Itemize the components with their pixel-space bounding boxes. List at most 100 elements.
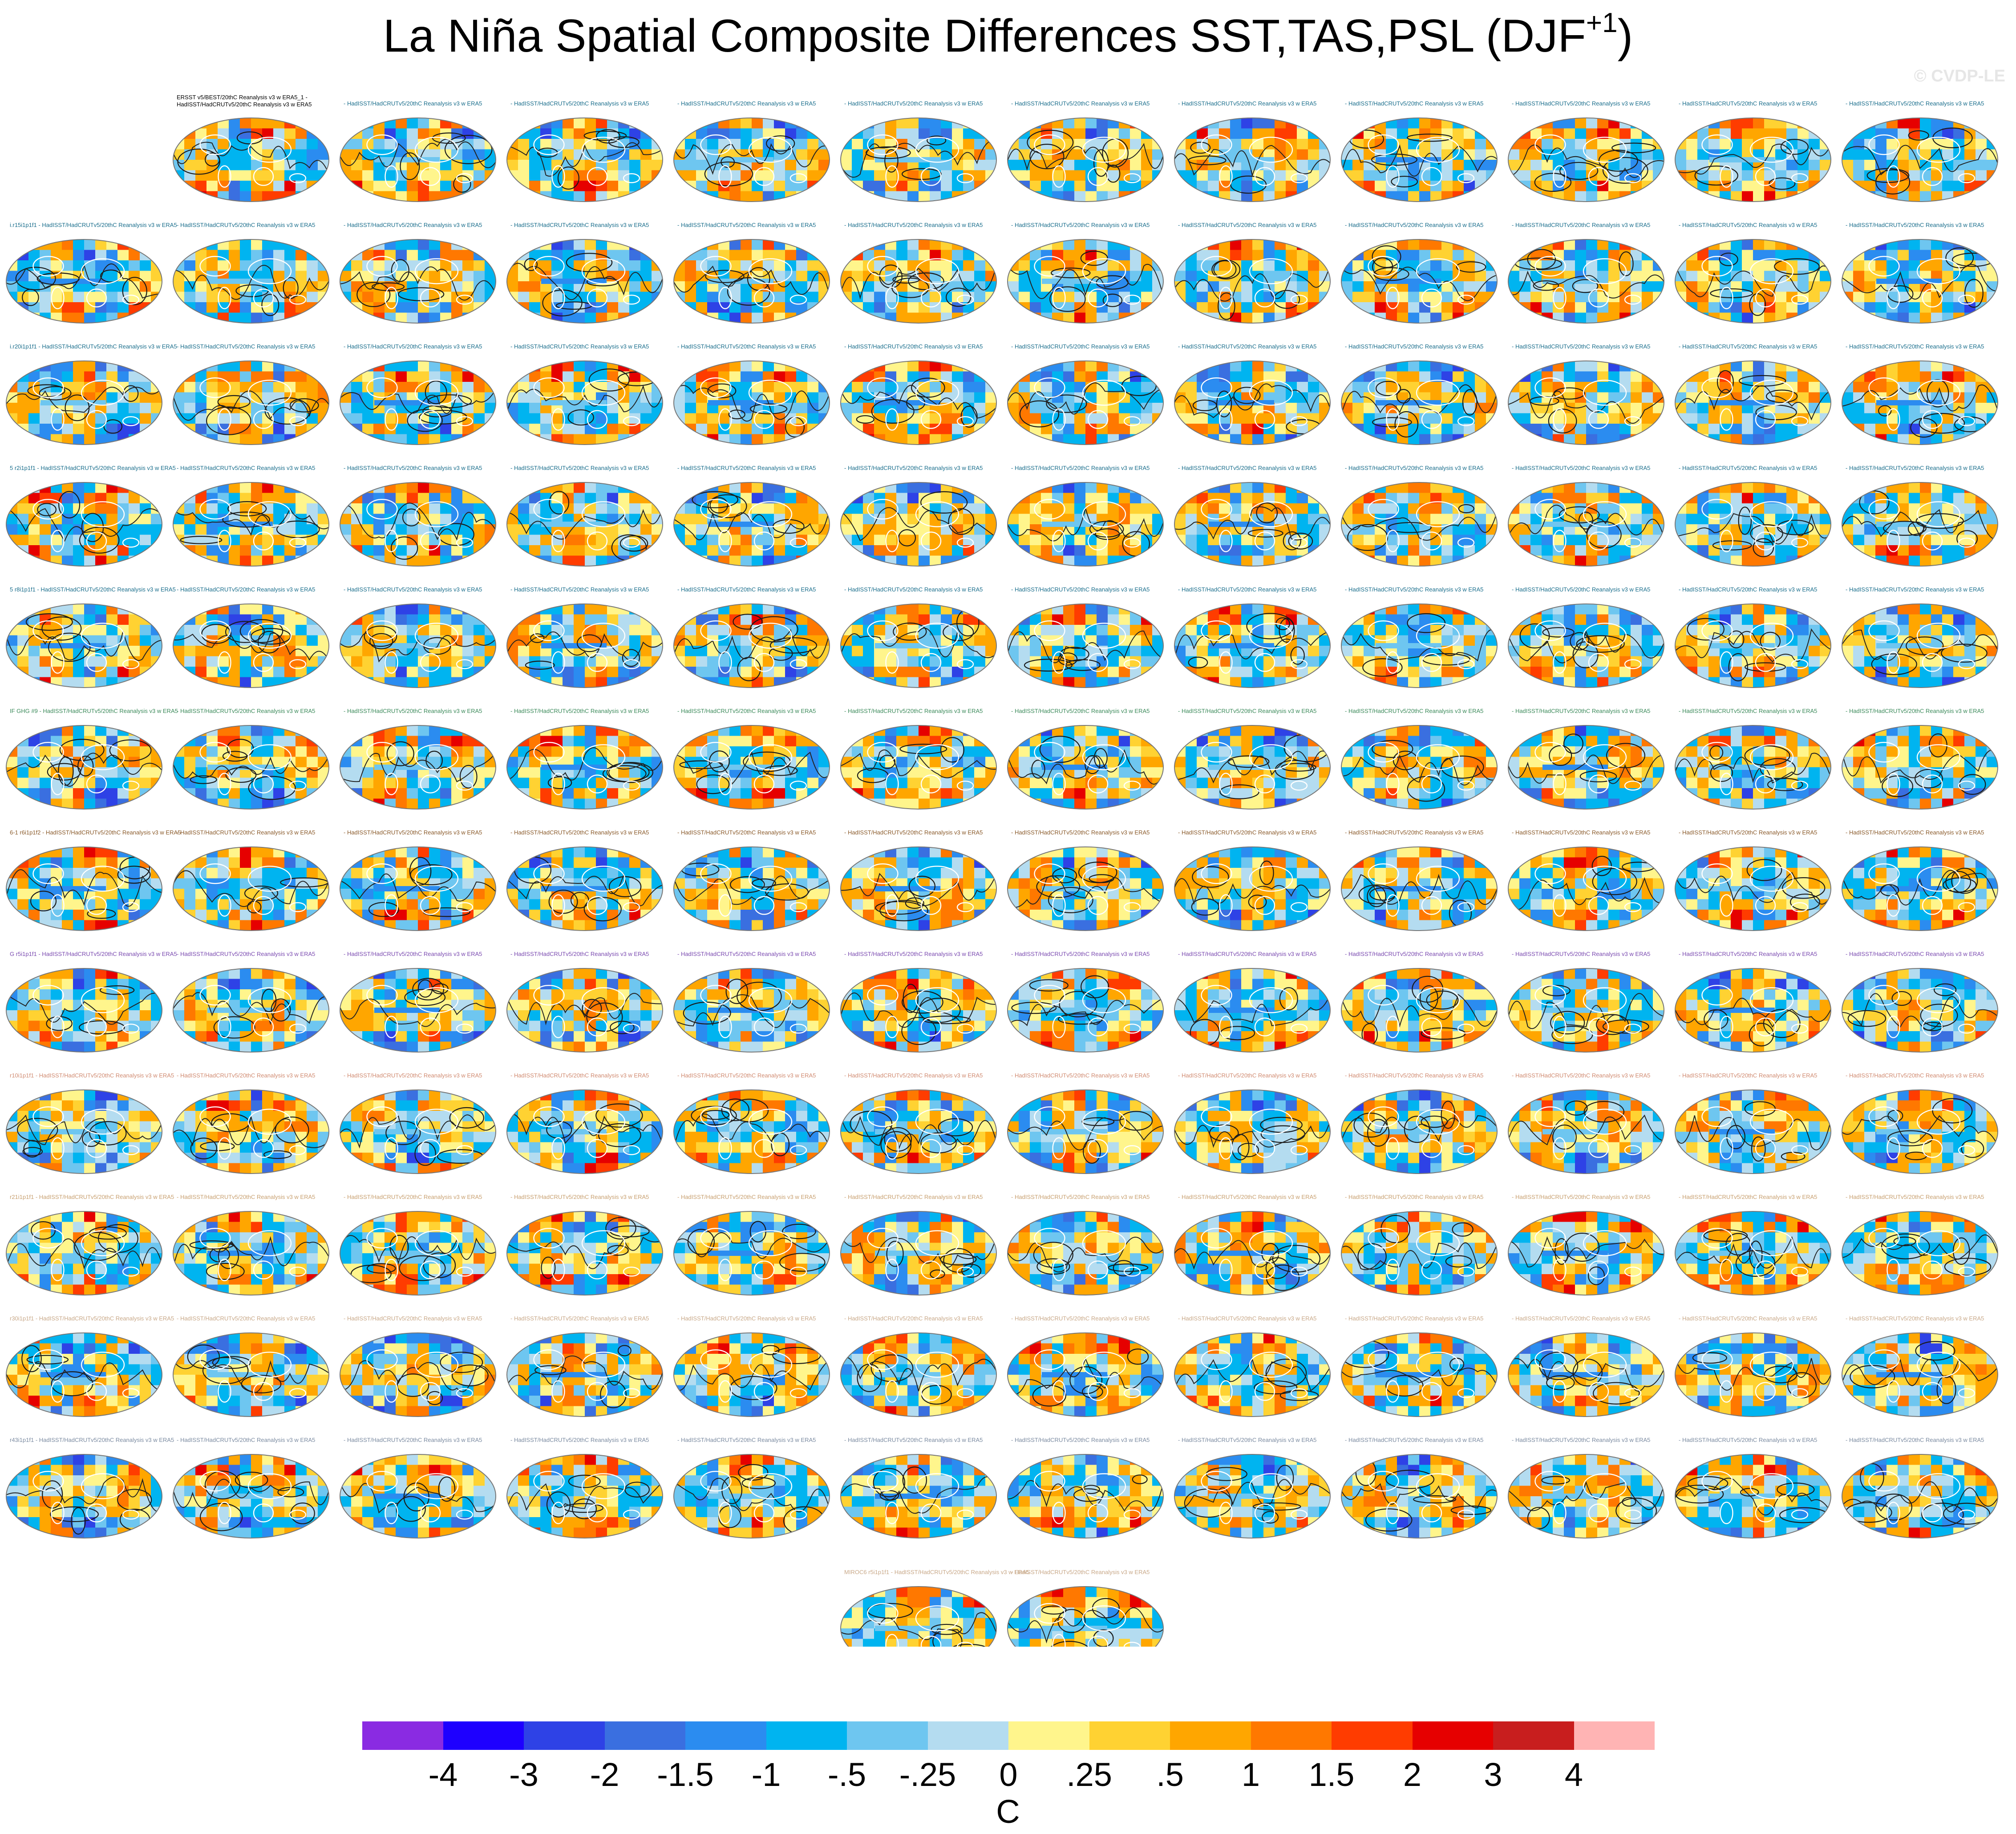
panel-title: - HadISST/HadCRUTv5/20thC Reanalysis v3 … bbox=[1679, 1315, 1817, 1322]
colorbar-swatch bbox=[766, 1721, 847, 1750]
panel-title: HadISST/HadCRUTv5/20thC Reanalysis v3 w … bbox=[177, 101, 312, 108]
panel-title: - HadISST/HadCRUTv5/20thC Reanalysis v3 … bbox=[510, 708, 649, 714]
panel-title: - HadISST/HadCRUTv5/20thC Reanalysis v3 … bbox=[344, 1194, 482, 1200]
map-panel: IF GHG #9 - HadISST/HadCRUTv5/20thC Rean… bbox=[6, 708, 178, 810]
panel-title: - HadISST/HadCRUTv5/20thC Reanalysis v3 … bbox=[1011, 1072, 1150, 1079]
map-panel: - HadISST/HadCRUTv5/20thC Reanalysis v3 … bbox=[1174, 1072, 1331, 1174]
panel-title: - HadISST/HadCRUTv5/20thC Reanalysis v3 … bbox=[1178, 465, 1316, 471]
colorbar-tick-label: -3 bbox=[509, 1756, 538, 1793]
panel-title: - HadISST/HadCRUTv5/20thC Reanalysis v3 … bbox=[1846, 829, 1984, 836]
map-panel: - HadISST/HadCRUTv5/20thC Reanalysis v3 … bbox=[1842, 222, 1998, 324]
panel-title: - HadISST/HadCRUTv5/20thC Reanalysis v3 … bbox=[177, 222, 315, 228]
panel-title: - HadISST/HadCRUTv5/20thC Reanalysis v3 … bbox=[1679, 708, 1817, 714]
panel-title: i.r20i1p1f1 - HadISST/HadCRUTv5/20thC Re… bbox=[10, 343, 177, 350]
map-panel: - HadISST/HadCRUTv5/20thC Reanalysis v3 … bbox=[1007, 222, 1164, 324]
map-panel: - HadISST/HadCRUTv5/20thC Reanalysis v3 … bbox=[1174, 951, 1331, 1053]
map-panel: - HadISST/HadCRUTv5/20thC Reanalysis v3 … bbox=[1174, 222, 1331, 324]
map-panel: - HadISST/HadCRUTv5/20thC Reanalysis v3 … bbox=[1842, 586, 1998, 688]
map-panel: - HadISST/HadCRUTv5/20thC Reanalysis v3 … bbox=[173, 1315, 329, 1417]
panel-title: - HadISST/HadCRUTv5/20thC Reanalysis v3 … bbox=[1846, 465, 1984, 471]
panel-title: - HadISST/HadCRUTv5/20thC Reanalysis v3 … bbox=[1512, 708, 1650, 714]
colorbar-units: C bbox=[996, 1793, 1020, 1830]
panel-title: - HadISST/HadCRUTv5/20thC Reanalysis v3 … bbox=[1178, 586, 1316, 593]
panel-title: IF GHG #9 - HadISST/HadCRUTv5/20thC Rean… bbox=[10, 708, 178, 714]
panel-title: - HadISST/HadCRUTv5/20thC Reanalysis v3 … bbox=[677, 222, 816, 228]
map-panel: - HadISST/HadCRUTv5/20thC Reanalysis v3 … bbox=[673, 951, 830, 1053]
panel-grid: ERSST v5/BEST/20thC Reanalysis v3 w ERA5… bbox=[6, 94, 1998, 1671]
map-panel: - HadISST/HadCRUTv5/20thC Reanalysis v3 … bbox=[1842, 100, 1998, 202]
map-panel: - HadISST/HadCRUTv5/20thC Reanalysis v3 … bbox=[1675, 1315, 1831, 1417]
map-panel: - HadISST/HadCRUTv5/20thC Reanalysis v3 … bbox=[1842, 1194, 1998, 1296]
panel-title: - HadISST/HadCRUTv5/20thC Reanalysis v3 … bbox=[1178, 222, 1316, 228]
map-panel: r21i1p1f1 - HadISST/HadCRUTv5/20thC Rean… bbox=[6, 1194, 174, 1296]
map-panel: - HadISST/HadCRUTv5/20thC Reanalysis v3 … bbox=[1842, 1072, 1998, 1174]
map-panel: - HadISST/HadCRUTv5/20thC Reanalysis v3 … bbox=[1508, 1194, 1664, 1296]
panel-title: - HadISST/HadCRUTv5/20thC Reanalysis v3 … bbox=[344, 343, 482, 350]
panel-title: - HadISST/HadCRUTv5/20thC Reanalysis v3 … bbox=[1512, 343, 1650, 350]
panel-title: G r5i1p1f1 - HadISST/HadCRUTv5/20thC Rea… bbox=[10, 951, 177, 957]
panel-title: - HadISST/HadCRUTv5/20thC Reanalysis v3 … bbox=[677, 1315, 816, 1322]
colorbar-tick-label: .25 bbox=[1066, 1756, 1112, 1793]
panel-title: - HadISST/HadCRUTv5/20thC Reanalysis v3 … bbox=[344, 708, 482, 714]
panel-title: r21i1p1f1 - HadISST/HadCRUTv5/20thC Rean… bbox=[10, 1194, 174, 1200]
map-panel: ERSST v5/BEST/20thC Reanalysis v3 w ERA5… bbox=[173, 94, 329, 202]
panel-title: - HadISST/HadCRUTv5/20thC Reanalysis v3 … bbox=[177, 343, 315, 350]
panel-title: - HadISST/HadCRUTv5/20thC Reanalysis v3 … bbox=[1178, 1194, 1316, 1200]
panel-title: - HadISST/HadCRUTv5/20thC Reanalysis v3 … bbox=[1846, 1072, 1984, 1079]
map-panel: - HadISST/HadCRUTv5/20thC Reanalysis v3 … bbox=[840, 586, 997, 688]
panel-title: - HadISST/HadCRUTv5/20thC Reanalysis v3 … bbox=[677, 951, 816, 957]
colorbar-swatch bbox=[524, 1721, 605, 1750]
panel-title: - HadISST/HadCRUTv5/20thC Reanalysis v3 … bbox=[1679, 586, 1817, 593]
map-panel: - HadISST/HadCRUTv5/20thC Reanalysis v3 … bbox=[1174, 343, 1331, 445]
map-panel: - HadISST/HadCRUTv5/20thC Reanalysis v3 … bbox=[1508, 1437, 1664, 1538]
map-panel: - HadISST/HadCRUTv5/20thC Reanalysis v3 … bbox=[173, 829, 329, 931]
panel-title: - HadISST/HadCRUTv5/20thC Reanalysis v3 … bbox=[1512, 1194, 1650, 1200]
map-panel: i.r15i1p1f1 - HadISST/HadCRUTv5/20thC Re… bbox=[6, 222, 177, 324]
map-panel: - HadISST/HadCRUTv5/20thC Reanalysis v3 … bbox=[506, 1194, 663, 1296]
map-panel: - HadISST/HadCRUTv5/20thC Reanalysis v3 … bbox=[840, 343, 997, 445]
panel-title: - HadISST/HadCRUTv5/20thC Reanalysis v3 … bbox=[1178, 951, 1316, 957]
colorbar-tick-label: 1 bbox=[1241, 1756, 1260, 1793]
map-panel: - HadISST/HadCRUTv5/20thC Reanalysis v3 … bbox=[506, 465, 663, 567]
panel-title: - HadISST/HadCRUTv5/20thC Reanalysis v3 … bbox=[510, 100, 649, 107]
map-panel: - HadISST/HadCRUTv5/20thC Reanalysis v3 … bbox=[673, 1072, 830, 1174]
map-panel: - HadISST/HadCRUTv5/20thC Reanalysis v3 … bbox=[506, 586, 663, 688]
map-panel: - HadISST/HadCRUTv5/20thC Reanalysis v3 … bbox=[840, 1072, 997, 1174]
panel-title: - HadISST/HadCRUTv5/20thC Reanalysis v3 … bbox=[1846, 222, 1984, 228]
panel-title: - HadISST/HadCRUTv5/20thC Reanalysis v3 … bbox=[844, 1315, 983, 1322]
map-panel: - HadISST/HadCRUTv5/20thC Reanalysis v3 … bbox=[840, 951, 997, 1053]
panel-title: - HadISST/HadCRUTv5/20thC Reanalysis v3 … bbox=[677, 343, 816, 350]
panel-title: - HadISST/HadCRUTv5/20thC Reanalysis v3 … bbox=[1679, 1072, 1817, 1079]
map-panel: - HadISST/HadCRUTv5/20thC Reanalysis v3 … bbox=[1675, 1437, 1831, 1538]
panel-title: - HadISST/HadCRUTv5/20thC Reanalysis v3 … bbox=[844, 829, 983, 836]
map-panel: - HadISST/HadCRUTv5/20thC Reanalysis v3 … bbox=[1842, 343, 1998, 445]
panel-title: - HadISST/HadCRUTv5/20thC Reanalysis v3 … bbox=[1345, 708, 1483, 714]
map-panel: - HadISST/HadCRUTv5/20thC Reanalysis v3 … bbox=[1341, 951, 1498, 1053]
panel-title: - HadISST/HadCRUTv5/20thC Reanalysis v3 … bbox=[344, 100, 482, 107]
panel-title: r10i1p1f1 - HadISST/HadCRUTv5/20thC Rean… bbox=[10, 1072, 174, 1079]
map-panel: - HadISST/HadCRUTv5/20thC Reanalysis v3 … bbox=[1675, 708, 1831, 810]
colorbar-tick-label: .5 bbox=[1156, 1756, 1184, 1793]
map-panel: - HadISST/HadCRUTv5/20thC Reanalysis v3 … bbox=[1007, 1569, 1164, 1671]
panel-title: - HadISST/HadCRUTv5/20thC Reanalysis v3 … bbox=[510, 222, 649, 228]
map-panel: - HadISST/HadCRUTv5/20thC Reanalysis v3 … bbox=[340, 951, 496, 1053]
colorbar-tick-label: 1.5 bbox=[1308, 1756, 1355, 1793]
map-panel: - HadISST/HadCRUTv5/20thC Reanalysis v3 … bbox=[1174, 708, 1331, 810]
map-panel: - HadISST/HadCRUTv5/20thC Reanalysis v3 … bbox=[1007, 1437, 1164, 1538]
map-panel: - HadISST/HadCRUTv5/20thC Reanalysis v3 … bbox=[840, 708, 997, 810]
panel-title: - HadISST/HadCRUTv5/20thC Reanalysis v3 … bbox=[844, 586, 983, 593]
map-panel: - HadISST/HadCRUTv5/20thC Reanalysis v3 … bbox=[1341, 222, 1498, 324]
map-panel: - HadISST/HadCRUTv5/20thC Reanalysis v3 … bbox=[506, 708, 663, 810]
map-panel: - HadISST/HadCRUTv5/20thC Reanalysis v3 … bbox=[506, 343, 663, 445]
map-panel: - HadISST/HadCRUTv5/20thC Reanalysis v3 … bbox=[840, 222, 997, 324]
map-panel: - HadISST/HadCRUTv5/20thC Reanalysis v3 … bbox=[1508, 465, 1664, 567]
map-panel: 5 r2i1p1f1 - HadISST/HadCRUTv5/20thC Rea… bbox=[6, 465, 176, 567]
map-panel: - HadISST/HadCRUTv5/20thC Reanalysis v3 … bbox=[340, 1072, 496, 1174]
map-panel: - HadISST/HadCRUTv5/20thC Reanalysis v3 … bbox=[840, 465, 997, 567]
map-panel: - HadISST/HadCRUTv5/20thC Reanalysis v3 … bbox=[173, 465, 329, 567]
panel-title: - HadISST/HadCRUTv5/20thC Reanalysis v3 … bbox=[510, 1194, 649, 1200]
map-panel: - HadISST/HadCRUTv5/20thC Reanalysis v3 … bbox=[1341, 586, 1498, 688]
panel-title: - HadISST/HadCRUTv5/20thC Reanalysis v3 … bbox=[510, 1315, 649, 1322]
panel-title: - HadISST/HadCRUTv5/20thC Reanalysis v3 … bbox=[1345, 1315, 1483, 1322]
map-panel: MIROC6 r5i1p1f1 - HadISST/HadCRUTv5/20th… bbox=[840, 1569, 1029, 1671]
